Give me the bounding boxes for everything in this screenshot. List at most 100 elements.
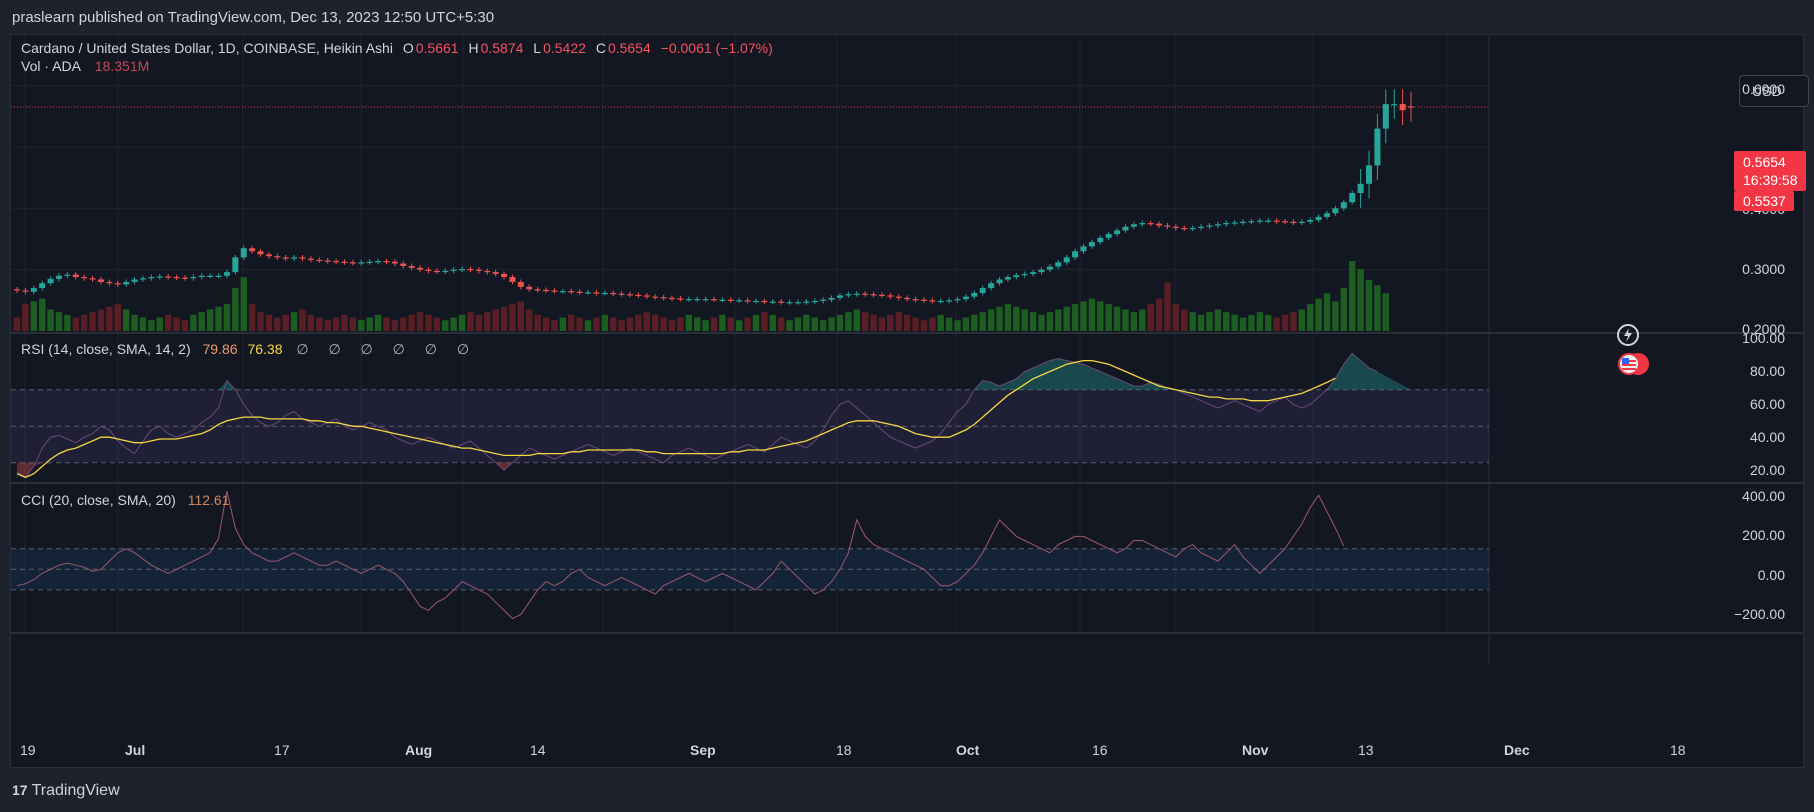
volume-bar bbox=[1071, 304, 1079, 331]
rsi-legend[interactable]: RSI (14, close, SMA, 14, 2) 79.86 76.38 … bbox=[21, 341, 479, 358]
volume-bar bbox=[72, 317, 79, 331]
currency-selector[interactable]: USD bbox=[1739, 75, 1809, 107]
candle-body bbox=[610, 292, 617, 295]
candle-body bbox=[551, 290, 558, 292]
candle-body bbox=[694, 299, 701, 301]
candle-body bbox=[652, 296, 659, 298]
volume-legend[interactable]: Vol · ADA 18.351M bbox=[21, 58, 151, 74]
candle-body bbox=[677, 298, 684, 300]
bar-countdown: 16:39:58 bbox=[1743, 172, 1798, 188]
candle-body bbox=[400, 263, 407, 266]
volume-bar bbox=[198, 312, 205, 331]
candle-body bbox=[593, 292, 600, 294]
candle-body bbox=[442, 270, 449, 273]
volume-bar bbox=[148, 320, 155, 331]
candle-body bbox=[543, 289, 550, 292]
volume-bar bbox=[1223, 312, 1230, 331]
rsi-tick: 100.00 bbox=[1742, 330, 1785, 346]
footer-brand[interactable]: 17 TradingView bbox=[12, 782, 120, 800]
candle-body bbox=[803, 301, 810, 303]
candle-body bbox=[123, 281, 130, 285]
candle-body bbox=[870, 294, 877, 296]
candle-body bbox=[265, 254, 272, 257]
volume-bar bbox=[593, 317, 600, 331]
cci-label: CCI (20, close, SMA, 20) bbox=[21, 492, 176, 508]
volume-bar bbox=[1307, 304, 1314, 331]
volume-bar bbox=[845, 312, 852, 331]
candle-body bbox=[559, 291, 566, 293]
volume-bar bbox=[895, 312, 902, 331]
time-tick: Jul bbox=[125, 742, 146, 758]
volume-bar bbox=[47, 309, 54, 331]
volume-bar bbox=[903, 314, 911, 331]
high-label: H bbox=[468, 40, 479, 56]
us-flag-event-icon[interactable] bbox=[1618, 353, 1640, 375]
candle-body bbox=[291, 257, 298, 259]
chart-canvas[interactable] bbox=[11, 35, 1803, 767]
candle-body bbox=[299, 257, 306, 259]
chart-frame[interactable]: Cardano / United States Dollar, 1D, COIN… bbox=[10, 34, 1809, 768]
volume-bar bbox=[349, 317, 357, 331]
candle-body bbox=[811, 300, 818, 303]
volume-bar bbox=[584, 320, 592, 331]
volume-bar bbox=[442, 320, 449, 331]
candle-body bbox=[1198, 226, 1205, 228]
candle-body bbox=[1063, 257, 1070, 263]
volume-bar bbox=[635, 314, 642, 331]
rsi-tick: 20.00 bbox=[1749, 462, 1785, 478]
lightning-event-icon[interactable] bbox=[1617, 324, 1639, 346]
close-label: C bbox=[595, 40, 606, 56]
cci-tick: 400.00 bbox=[1742, 488, 1785, 504]
price-tick: 0.6000 bbox=[1742, 81, 1785, 97]
volume-bar bbox=[1374, 285, 1381, 331]
candle-body bbox=[475, 269, 482, 271]
volume-bar bbox=[467, 312, 474, 331]
volume-bar bbox=[332, 317, 340, 331]
candle-body bbox=[316, 259, 323, 262]
footer-brand-text: TradingView bbox=[31, 782, 120, 799]
volume-bar bbox=[374, 314, 382, 331]
candle-body bbox=[307, 258, 314, 260]
volume-bar bbox=[1164, 282, 1171, 331]
candle-body bbox=[660, 297, 667, 299]
volume-bar bbox=[1097, 301, 1104, 331]
candle-body bbox=[207, 275, 214, 277]
volume-bar bbox=[139, 317, 147, 331]
volume-bar bbox=[1298, 309, 1306, 331]
volume-bar bbox=[937, 314, 944, 331]
volume-bar bbox=[1088, 298, 1096, 331]
cci-legend[interactable]: CCI (20, close, SMA, 20) 112.61 bbox=[21, 492, 232, 508]
volume-bar bbox=[526, 309, 533, 331]
volume-bar bbox=[1046, 312, 1054, 331]
cci-value: 112.61 bbox=[187, 492, 230, 508]
candle-body bbox=[635, 294, 642, 297]
volume-bar bbox=[1155, 298, 1163, 331]
volume-bar bbox=[458, 314, 466, 331]
candle-body bbox=[1340, 202, 1347, 209]
candle-body bbox=[274, 256, 281, 258]
volume-bar bbox=[122, 309, 130, 331]
candle-body bbox=[1004, 277, 1011, 280]
candle-body bbox=[156, 276, 163, 278]
volume-bar bbox=[1231, 314, 1238, 331]
candle-body bbox=[333, 261, 340, 263]
volume-bar bbox=[257, 312, 264, 331]
volume-bar bbox=[861, 312, 869, 331]
volume-bar bbox=[954, 320, 961, 331]
candle-body bbox=[836, 295, 843, 298]
candle-body bbox=[517, 281, 524, 287]
volume-bar bbox=[30, 301, 37, 331]
candle-body bbox=[1399, 104, 1406, 111]
volume-bar bbox=[173, 317, 180, 331]
volume-bar bbox=[1214, 309, 1222, 331]
open-value: 0.5661 bbox=[415, 40, 459, 56]
volume-bar bbox=[324, 320, 331, 331]
close-value: 0.5654 bbox=[607, 40, 651, 56]
candle-body bbox=[853, 293, 860, 295]
candle-body bbox=[971, 292, 978, 297]
symbol-legend[interactable]: Cardano / United States Dollar, 1D, COIN… bbox=[21, 40, 775, 56]
candle-body bbox=[576, 291, 583, 293]
volume-bar bbox=[13, 317, 21, 331]
candle-body bbox=[1282, 221, 1289, 223]
candle-body bbox=[14, 289, 20, 291]
